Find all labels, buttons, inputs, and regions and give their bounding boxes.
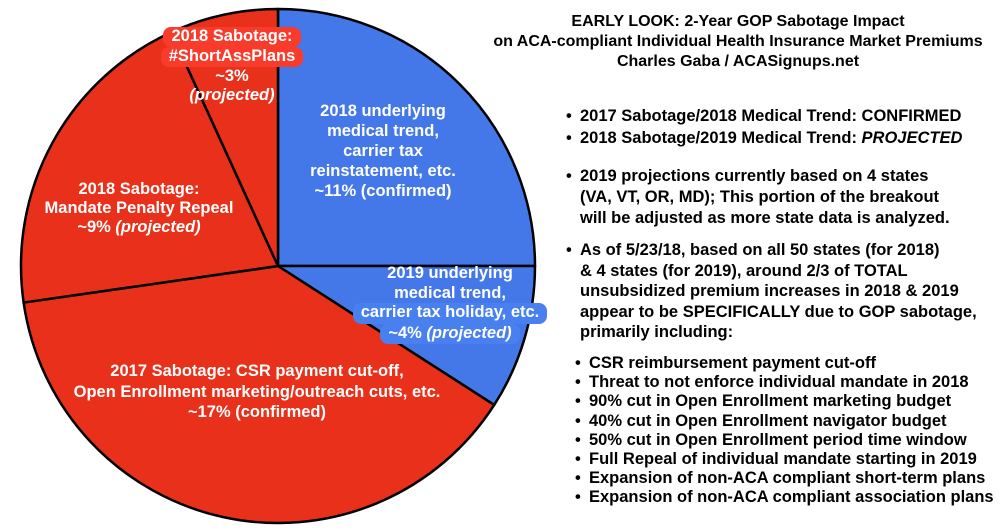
label-value: ~3% (215, 67, 249, 85)
label-value-pct: ~9% (77, 218, 116, 236)
note-line: unsubsidized premium increases in 2018 &… (580, 282, 959, 300)
bullet-icon: • (566, 107, 572, 125)
label-shortassplans-slice: 2018 Sabotage: #ShortAssPlans ~3% (proje… (152, 27, 312, 105)
bullet-icon: • (575, 430, 581, 449)
trend-status-bullets: • 2017 Sabotage/2018 Medical Trend: CONF… (566, 105, 962, 149)
label-line: 2019 underlying (387, 264, 513, 282)
bullet-icon: • (575, 450, 581, 469)
label-line: medical trend, (394, 283, 506, 302)
list-item: • 50% cut in Open Enrollment period time… (575, 431, 994, 450)
label-line: 2018 Sabotage: (78, 180, 200, 198)
label-value-pct: ~4% (388, 323, 427, 342)
sabotage-actions-list: • CSR reimbursement payment cut-off • Th… (575, 354, 994, 508)
title-line: on ACA-compliant Individual Health Insur… (493, 33, 983, 50)
bullet-icon: • (566, 129, 572, 147)
bullet-icon: • (575, 354, 581, 372)
bullet-icon: • (575, 392, 581, 411)
bullet-text: 2018 Sabotage/2019 Medical Trend: (580, 129, 862, 147)
label-status: (projected) (115, 218, 201, 236)
slice-2018-sabotage-mandate (19, 30, 280, 304)
note-line: 2019 projections currently based on 4 st… (580, 167, 929, 185)
label-pill: carrier tax holiday, etc. (352, 303, 548, 324)
bullet-icon: • (566, 241, 572, 259)
list-item: • CSR reimbursement payment cut-off (575, 354, 994, 373)
label-pill: #ShortAssPlans (160, 47, 304, 67)
note-line: & 4 states (for 2019), around 2/3 of TOT… (580, 261, 908, 280)
label-2018-medical-trend-slice: 2018 underlying medical trend, carrier t… (298, 101, 468, 201)
list-item: • 40% cut in Open Enrollment navigator b… (575, 412, 994, 431)
label-line: Mandate Penalty Repeal (44, 199, 234, 217)
bullet-item: • 2018 Sabotage/2019 Medical Trend: PROJ… (566, 127, 962, 149)
bullet-text: 2017 Sabotage/2018 Medical Trend: CONFIR… (580, 107, 962, 125)
note-line: (VA, VT, OR, MD); This portion of the br… (580, 188, 940, 206)
bullet-icon: • (575, 411, 581, 430)
note-line: primarily including: (580, 323, 734, 341)
bullet-icon: • (575, 488, 581, 507)
slice-2018-medical-trend (276, 7, 537, 268)
label-line: 2017 Sabotage: CSR payment cut-off, (110, 362, 404, 380)
label-line: Open Enrollment marketing/outreach cuts,… (73, 382, 441, 401)
list-item-text: CSR reimbursement payment cut-off (589, 354, 876, 372)
list-item-text: Expansion of non-ACA compliant associati… (589, 488, 994, 507)
label-value: ~17% (confirmed) (188, 403, 326, 421)
label-pill: 2018 Sabotage: (163, 27, 301, 47)
list-item-text: Full Repeal of individual mandate starti… (589, 450, 977, 469)
list-item-text: Expansion of non-ACA compliant short-ter… (589, 469, 986, 488)
label-value: ~11% (confirmed) (314, 182, 452, 200)
bullet-icon: • (575, 469, 581, 488)
label-2019-medical-trend-slice: 2019 underlying medical trend, carrier t… (330, 264, 570, 344)
label-line: carrier tax (343, 142, 423, 160)
bullet-text-italic: PROJECTED (861, 129, 963, 147)
label-value: ~9% (projected) (77, 218, 200, 237)
asof-summary-note: • As of 5/23/18, based on all 50 states … (566, 240, 977, 343)
bullet-item: • As of 5/23/18, based on all 50 states … (566, 240, 977, 343)
chart-title: EARLY LOOK: 2-Year GOP Sabotage Impact o… (480, 12, 996, 72)
slice-2017-sabotage-csr (22, 264, 496, 525)
bullet-icon: • (575, 373, 581, 392)
list-item: • Expansion of non-ACA compliant associa… (575, 488, 994, 507)
label-line: medical trend, (327, 122, 439, 140)
bullet-item: • 2017 Sabotage/2018 Medical Trend: CONF… (566, 105, 962, 127)
bullet-icon: • (566, 167, 572, 185)
title-attribution: Charles Gaba / ACASignups.net (616, 53, 860, 70)
list-item: • Expansion of non-ACA compliant short-t… (575, 469, 994, 488)
label-2017-sabotage-slice: 2017 Sabotage: CSR payment cut-off, Open… (40, 361, 474, 423)
list-item: • 90% cut in Open Enrollment marketing b… (575, 392, 994, 411)
list-item: • Threat to not enforce individual manda… (575, 373, 994, 392)
list-item-text: 40% cut in Open Enrollment navigator bud… (589, 411, 947, 430)
label-line: reinstatement, etc. (310, 162, 456, 180)
note-line: As of 5/23/18, based on all 50 states (f… (580, 241, 940, 259)
list-item-text: 50% cut in Open Enrollment period time w… (589, 430, 967, 449)
list-item-text: Threat to not enforce individual mandate… (589, 373, 969, 392)
note-line: appear to be SPECIFICALLY due to GOP sab… (580, 302, 977, 321)
bullet-item: • 2019 projections currently based on 4 … (566, 166, 950, 229)
label-line: 2018 underlying (320, 102, 446, 120)
list-item: • Full Repeal of individual mandate star… (575, 450, 994, 469)
title-line: EARLY LOOK: 2-Year GOP Sabotage Impact (571, 13, 905, 30)
label-mandate-repeal-slice: 2018 Sabotage: Mandate Penalty Repeal ~9… (24, 180, 254, 237)
label-status: (projected) (426, 323, 512, 342)
projections-note: • 2019 projections currently based on 4 … (566, 166, 950, 229)
list-item-text: 90% cut in Open Enrollment marketing bud… (589, 392, 952, 411)
note-line: will be adjusted as more state data is a… (580, 209, 950, 227)
label-value: ~4% (projected) (380, 323, 520, 344)
label-status: (projected) (189, 86, 275, 104)
